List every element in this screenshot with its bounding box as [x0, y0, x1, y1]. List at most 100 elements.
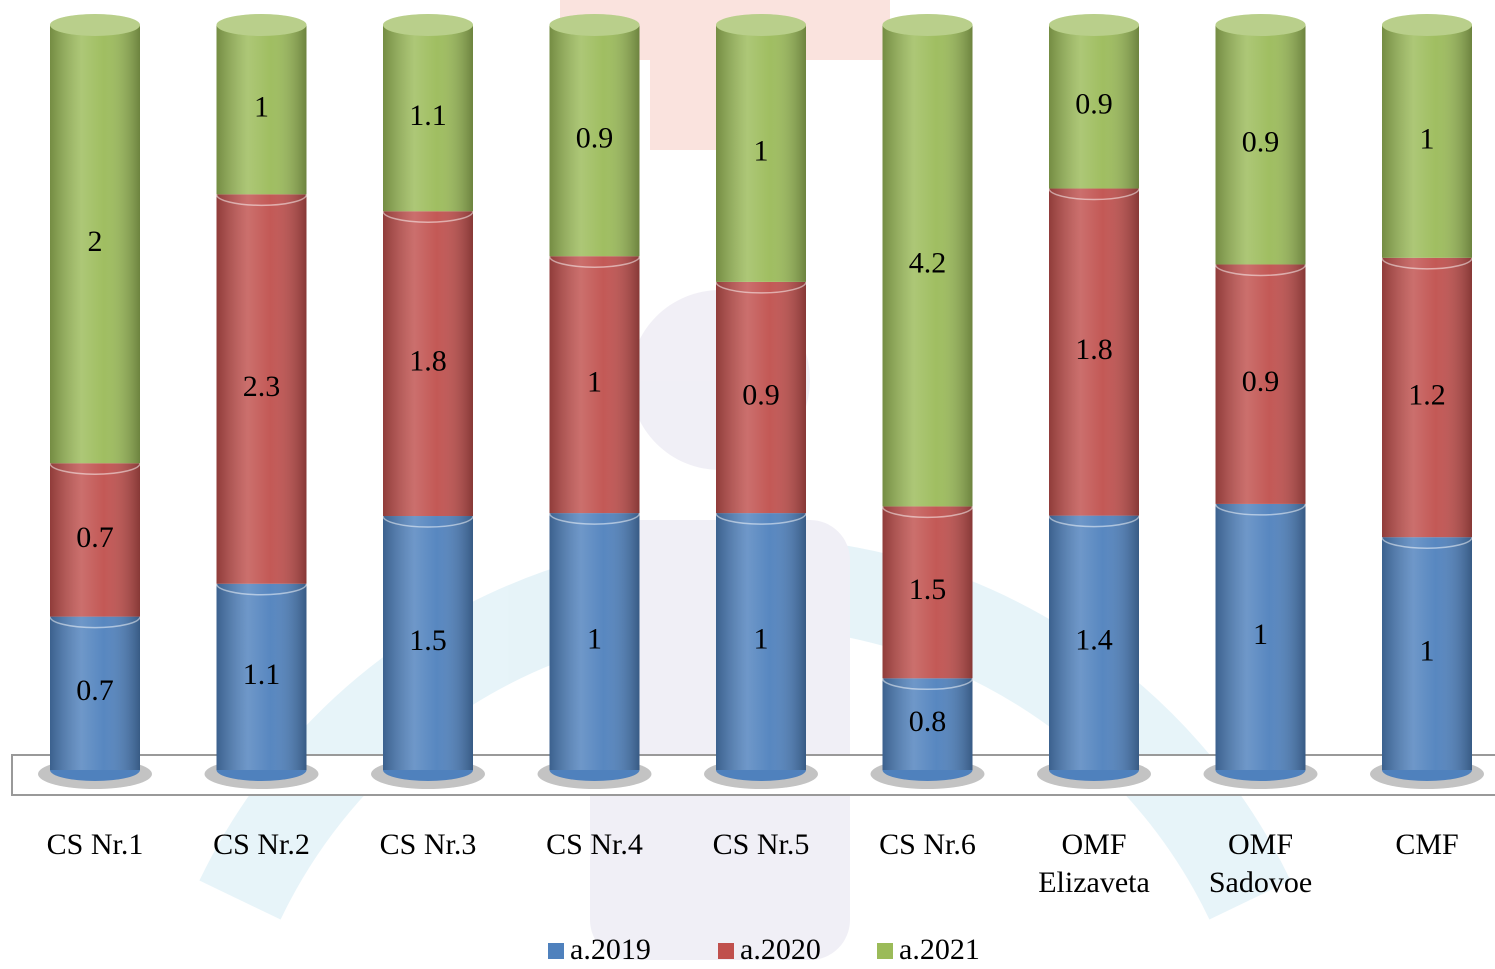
x-tick-label: CS Nr.5 — [712, 828, 810, 861]
bar-shading — [50, 463, 140, 617]
bar-top — [716, 14, 806, 36]
x-tick-label: CS Nr.4 — [546, 828, 643, 861]
x-tick-label: CS Nr.6 — [879, 828, 976, 861]
bar-top — [1215, 14, 1306, 36]
data-label: 1 — [254, 91, 269, 124]
data-label: 0.7 — [76, 521, 114, 554]
bar-shading — [216, 25, 307, 195]
data-label: 1.2 — [1408, 378, 1446, 411]
data-label: 2.3 — [243, 370, 281, 403]
bar-top — [383, 14, 473, 36]
bar-top — [216, 14, 307, 36]
bar-top-highlight — [1215, 14, 1306, 36]
legend-label: a.2019 — [570, 933, 651, 966]
bar-shading — [1382, 537, 1472, 770]
data-label: 0.9 — [1242, 365, 1280, 398]
bar-top — [1049, 14, 1139, 36]
bar-top-highlight — [216, 14, 307, 36]
data-label: 1.5 — [409, 624, 447, 657]
bar-shading — [549, 25, 640, 257]
segment-seam — [382, 211, 474, 223]
segment-seam — [715, 512, 807, 525]
bar-top-highlight — [549, 14, 640, 36]
segment-seam — [49, 463, 141, 475]
data-label: 1.5 — [909, 573, 947, 606]
data-label: 0.9 — [1075, 88, 1113, 121]
data-label: 1 — [754, 622, 769, 655]
segment-seam — [1048, 188, 1140, 201]
data-label: 0.9 — [742, 378, 780, 411]
legend-swatch — [877, 943, 893, 959]
bar-shading — [1215, 264, 1306, 504]
bar-top — [882, 14, 973, 36]
x-tick-label: CS Nr.1 — [46, 828, 144, 861]
bar-shading — [1382, 25, 1472, 258]
bar-shading — [1049, 515, 1139, 770]
bar-shading — [1049, 25, 1139, 189]
bar-shading — [383, 25, 473, 212]
bar-shading — [882, 678, 973, 770]
data-label: 0.8 — [909, 705, 947, 738]
data-label: 1 — [1253, 618, 1268, 651]
segment-seam — [548, 256, 641, 268]
bar-shading — [716, 25, 806, 282]
segment-seam — [715, 281, 807, 294]
x-tick-label: CMF — [1395, 828, 1459, 861]
bar-shading — [716, 513, 806, 770]
bar-shading — [1049, 188, 1139, 516]
data-label: 0.9 — [1242, 126, 1280, 159]
segment-seam — [1048, 515, 1140, 528]
segment-seam — [881, 506, 974, 519]
data-label: 0.9 — [576, 121, 614, 154]
bar-shading — [549, 256, 640, 514]
bar-top-highlight — [1382, 14, 1472, 36]
bar-shading — [383, 211, 473, 517]
legend: a.2019 a.2020 a.2021 — [548, 933, 980, 966]
bar-shading — [1382, 257, 1472, 538]
bar-top — [549, 14, 640, 36]
bar-shading — [216, 583, 307, 770]
bar-top-highlight — [882, 14, 973, 36]
data-label: 1.1 — [243, 658, 281, 691]
segment-seam — [382, 515, 474, 528]
segment-seam — [1214, 503, 1307, 516]
data-label: 1 — [1420, 122, 1435, 155]
bar-shading — [882, 506, 973, 679]
bar-shading — [1215, 503, 1306, 770]
segment-seam — [881, 678, 974, 691]
bar-shading — [1215, 25, 1306, 265]
bar-top — [1382, 14, 1472, 36]
data-label: 1.1 — [409, 99, 447, 132]
bar-shading — [50, 616, 140, 770]
bar-shading — [549, 513, 640, 770]
data-label: 4.2 — [909, 247, 947, 280]
bar-top-highlight — [716, 14, 806, 36]
bar-top — [50, 14, 140, 36]
data-label: 1.8 — [409, 345, 447, 378]
data-label: 0.7 — [76, 674, 114, 707]
legend-label: a.2021 — [899, 933, 980, 966]
segment-seam — [215, 194, 308, 207]
bar-shading — [716, 281, 806, 514]
bar-top-highlight — [50, 14, 140, 36]
segment-seam — [1381, 537, 1473, 549]
x-tick-label: OMF Elizaveta — [1038, 828, 1150, 899]
x-tick-label: OMF Sadovoe — [1208, 828, 1313, 899]
bar-shading — [50, 25, 140, 464]
data-label: 1 — [587, 366, 602, 399]
segment-seam — [1214, 264, 1307, 277]
bar-top-highlight — [383, 14, 473, 36]
legend-swatch — [718, 943, 734, 959]
bar-shading — [216, 194, 307, 584]
bar-shading — [882, 25, 973, 507]
x-tick-label: CS Nr.2 — [213, 828, 310, 861]
data-label: 2 — [88, 225, 103, 258]
data-label: 1 — [587, 622, 602, 655]
segment-seam — [215, 583, 308, 596]
segment-seam — [49, 616, 141, 629]
data-label: 1.8 — [1075, 333, 1113, 366]
data-label: 1.4 — [1075, 624, 1113, 657]
bar-shading — [383, 516, 473, 770]
